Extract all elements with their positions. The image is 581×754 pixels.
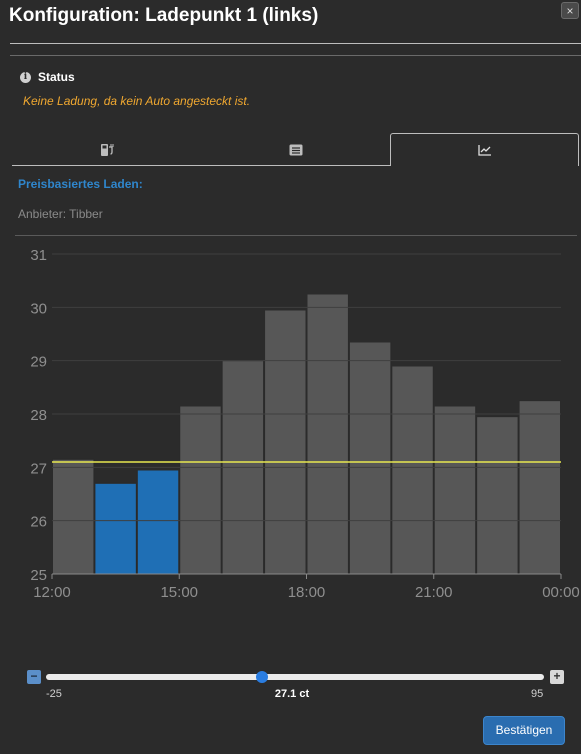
price-bar (518, 400, 561, 575)
y-tick-label: 27 (30, 460, 47, 477)
line-chart-icon (477, 145, 491, 156)
section-divider (15, 235, 577, 236)
price-bar (264, 309, 307, 575)
charging-station-icon (100, 143, 113, 156)
tab-list[interactable] (201, 133, 390, 166)
y-tick-label: 31 (30, 247, 47, 264)
price-bar (52, 458, 95, 575)
slider-min-label: -25 (46, 688, 62, 700)
x-tick-label: 15:00 (160, 584, 198, 601)
price-bar (391, 365, 434, 575)
status-label: Status (38, 70, 75, 84)
slider-decrease-button[interactable]: − (27, 670, 41, 684)
x-tick-label: 12:00 (33, 584, 71, 601)
header-divider (10, 55, 581, 56)
price-charging-title: Preisbasiertes Laden: (18, 177, 143, 191)
list-icon (289, 144, 302, 155)
price-limit-slider[interactable]: − + -25 27.1 ct 95 (0, 665, 581, 705)
status-message: Keine Ladung, da kein Auto angesteckt is… (23, 94, 251, 108)
price-bar (348, 341, 392, 575)
price-bar (136, 469, 180, 575)
x-tick-label: 18:00 (288, 584, 326, 601)
window-titlebar: Konfiguration: Ladepunkt 1 (links) × (0, 0, 581, 40)
status-header: i Status (20, 69, 75, 85)
price-bar (179, 405, 222, 575)
price-bar (433, 405, 477, 575)
info-icon: i (20, 71, 31, 83)
y-tick-label: 26 (30, 514, 47, 531)
slider-max-label: 95 (531, 688, 544, 700)
slider-value-label: 27.1 ct (274, 688, 310, 700)
y-tick-label: 25 (30, 567, 47, 584)
slider-track[interactable] (46, 674, 544, 680)
slider-increase-button[interactable]: + (550, 670, 564, 684)
x-tick-label: 00:00 (542, 584, 580, 601)
tab-bar (12, 133, 579, 166)
x-tick-label: 21:00 (415, 584, 453, 601)
y-tick-label: 28 (30, 407, 47, 424)
price-chart: 25 26 27 28 29 30 31 12:00 15:00 18:00 21:00 00:00 (30, 247, 580, 601)
title-divider (10, 43, 581, 44)
y-tick-label: 30 (30, 300, 47, 317)
provider-label: Anbieter: Tibber (18, 207, 103, 221)
confirm-button[interactable]: Bestätigen (483, 716, 565, 745)
tab-bar-line (12, 165, 390, 166)
price-bar (306, 293, 349, 575)
y-tick-label: 29 (30, 354, 47, 371)
price-bar (94, 482, 137, 575)
slider-thumb[interactable] (256, 671, 269, 683)
tab-price-chart[interactable] (390, 133, 579, 166)
close-button[interactable]: × (561, 2, 579, 19)
window-title: Konfiguration: Ladepunkt 1 (links) (9, 5, 319, 26)
price-bar (476, 416, 519, 575)
tab-charging[interactable] (12, 133, 201, 166)
